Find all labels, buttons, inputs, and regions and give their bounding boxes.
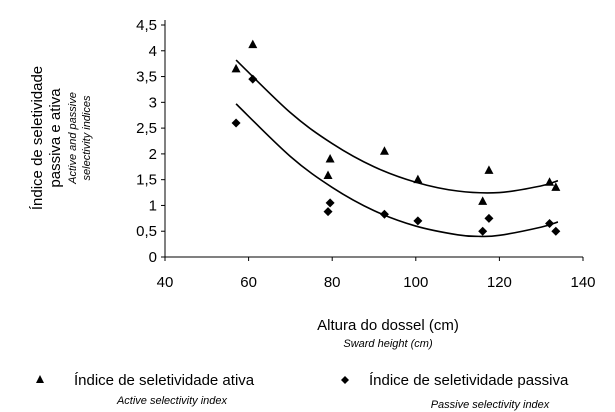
legend-passive-label: Índice de seletividade passiva: [369, 372, 569, 389]
y-tick-label: 0: [149, 249, 157, 266]
y-tick-label: 4,5: [136, 17, 157, 34]
active-point: [248, 39, 258, 49]
active-point: [413, 174, 423, 184]
legend-triangle-marker: [36, 375, 44, 383]
active-point: [325, 154, 335, 163]
active-point: [484, 165, 494, 174]
legend-passive-sublabel: Passive selectivity index: [431, 399, 550, 411]
active-point: [478, 196, 488, 205]
passive-point: [413, 216, 423, 226]
passive-point: [231, 118, 241, 128]
legend: Índice de seletividade ativa Active sele…: [36, 372, 569, 411]
trend-lines: [235, 59, 559, 238]
x-axis-label: Altura do dossel (cm): [317, 317, 459, 334]
x-tick-label: 60: [240, 274, 257, 291]
x-axis-sublabel: Sward height (cm): [343, 338, 433, 350]
x-tick-label: 140: [570, 274, 595, 291]
y-tick-label: 2: [149, 146, 157, 163]
passive-trend-line: [235, 103, 559, 238]
x-tick-label: 80: [324, 274, 341, 291]
passive-point: [323, 207, 333, 217]
y-axis-label-line2: passiva e ativa: [47, 88, 64, 188]
active-point: [323, 170, 333, 180]
passive-point: [551, 226, 561, 236]
active-point: [551, 182, 561, 191]
y-tick-label: 0,5: [136, 223, 157, 240]
y-axis-label-line1: Índice de seletividade: [29, 66, 46, 210]
legend-active-label: Índice de seletividade ativa: [74, 372, 255, 389]
passive-point: [484, 213, 494, 223]
legend-active-sublabel: Active selectivity index: [116, 395, 228, 407]
y-tick-label: 1,5: [136, 172, 157, 189]
active-point: [379, 146, 389, 155]
y-tick-label: 4: [149, 43, 157, 60]
active-trend-line: [235, 59, 559, 194]
x-ticks: 40 60 80 100 120 140: [157, 257, 596, 291]
passive-point: [325, 198, 335, 208]
passive-point: [478, 226, 488, 236]
y-tick-label: 3: [149, 94, 157, 111]
x-tick-label: 40: [157, 274, 174, 291]
data-points: [231, 39, 561, 236]
passive-point: [379, 209, 389, 219]
active-point: [545, 177, 555, 186]
active-point: [231, 63, 241, 73]
x-tick-label: 120: [487, 274, 512, 291]
y-tick-label: 3,5: [136, 69, 157, 86]
passive-point: [248, 74, 258, 84]
x-tick-label: 100: [403, 274, 428, 291]
passive-point: [545, 218, 555, 228]
legend-diamond-marker: [341, 376, 349, 384]
y-tick-label: 2,5: [136, 120, 157, 137]
y-tick-label: 1: [149, 197, 157, 214]
y-axis-sublabel-line1: Active and passive: [67, 92, 79, 185]
y-ticks: 0 0,5 1 1,5 2 2,5 3 3,5 4 4,5: [136, 17, 165, 266]
y-axis-sublabel-line2: selectivity indices: [81, 95, 93, 180]
